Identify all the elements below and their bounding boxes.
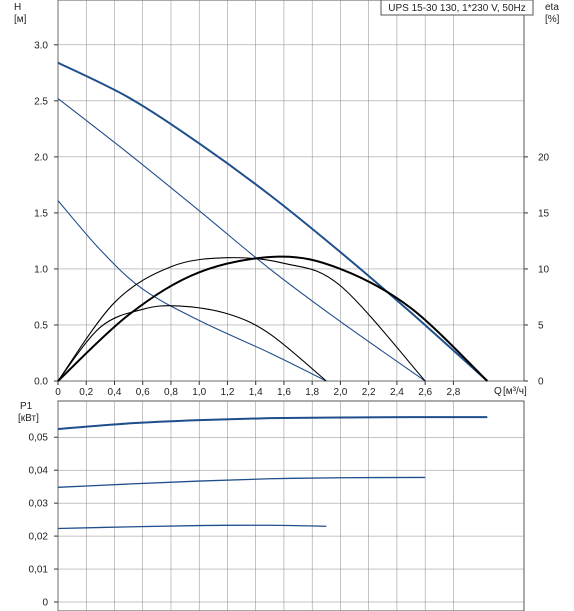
x-tick-label: 0,2 (79, 387, 93, 398)
power-curve-speed-1 (57, 524, 327, 530)
power-axis-label: P1 (20, 401, 33, 412)
power-y-tick-label: 0,03 (29, 499, 49, 510)
power-axis-unit: [кВт] (18, 413, 39, 424)
x-tick-label: 0,4 (108, 387, 122, 398)
head-plot-grid (57, 0, 524, 382)
x-tick-label: 0 (55, 387, 61, 398)
power-y-tick-label: 0 (42, 598, 48, 609)
x-tick-label: 2,4 (390, 387, 404, 398)
eta-curve-speed-3 (57, 255, 488, 382)
eta-curve-speed-1 (57, 305, 327, 382)
x-tick-label: 1,0 (192, 387, 206, 398)
x-tick-label: 2,8 (446, 387, 460, 398)
x-tick-label: 0,8 (164, 387, 178, 398)
x-tick-label: 1,8 (305, 387, 319, 398)
y-tick-label: 2.5 (34, 96, 48, 107)
x-axis-label: Q (494, 386, 502, 397)
y2-tick-label: 5 (538, 320, 544, 331)
x-axis-unit: [м³/ч] (503, 386, 527, 397)
x-tick-label: 1,6 (277, 387, 291, 398)
y-tick-label: 1.0 (34, 264, 48, 275)
y-tick-label: 0.0 (34, 377, 48, 388)
y2-tick-label: 15 (538, 208, 550, 219)
power-y-tick-label: 0,04 (29, 466, 49, 477)
power-y-tick-label: 0,05 (29, 433, 49, 444)
y2-tick-label: 20 (538, 152, 550, 163)
x-tick-label: 2,2 (362, 387, 376, 398)
x-tick-label: 1,4 (249, 387, 263, 398)
power-curve-speed-3 (57, 416, 488, 431)
y-tick-label: 1.5 (34, 208, 48, 219)
power-plot-grid (57, 401, 524, 611)
y-axis-unit: [м] (14, 14, 27, 25)
y-tick-label: 2.0 (34, 152, 48, 163)
y2-axis-unit: [%] (545, 14, 560, 25)
chart-title: UPS 15-30 130, 1*230 V, 50Hz (388, 3, 526, 14)
y-tick-label: 0.5 (34, 320, 48, 331)
x-tick-label: 2,0 (333, 387, 347, 398)
head-plot-area (57, 0, 525, 382)
x-tick-label: 0,6 (136, 387, 150, 398)
title-box (380, 0, 534, 16)
head-curve-speed-3 (57, 61, 488, 382)
power-plot-area (57, 400, 525, 611)
power-y-tick-label: 0,01 (29, 565, 49, 576)
head-plot-ticks: 0 0,2 0,4 0,6 0,8 1,0 1,2 1,4 1,6 1,8 2,0 2,2 2,4 2,6… (34, 40, 549, 398)
y2-tick-label: 10 (538, 264, 550, 275)
y2-axis-label: eta (545, 2, 559, 13)
y-axis-label: H (14, 2, 21, 13)
x-tick-label: 1,2 (221, 387, 235, 398)
x-tick-label: 2,6 (418, 387, 432, 398)
head-plot-curves (57, 61, 488, 382)
power-plot-curves (57, 416, 488, 530)
power-plot-ticks: 0 0,01 0,02 0,03 0,04 0,05 (29, 433, 58, 609)
y-tick-label: 3.0 (34, 40, 48, 51)
head-curve-speed-2 (57, 98, 426, 382)
power-y-tick-label: 0,02 (29, 532, 49, 543)
power-curve-speed-2 (57, 476, 426, 488)
y2-tick-label: 0 (538, 377, 544, 388)
eta-curve-speed-2 (57, 257, 426, 382)
